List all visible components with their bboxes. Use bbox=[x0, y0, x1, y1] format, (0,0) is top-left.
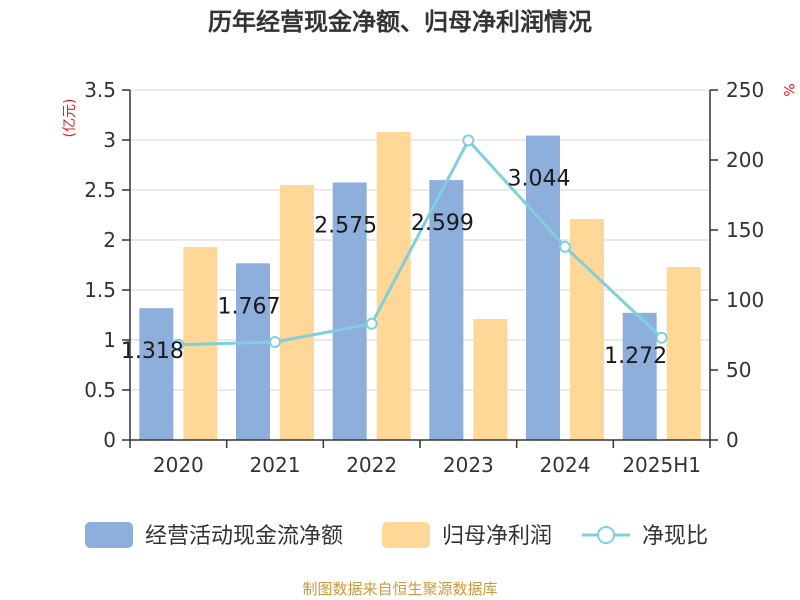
x-tick-label: 2023 bbox=[443, 453, 494, 477]
legend-marker-ratio bbox=[597, 526, 615, 544]
grid-lines bbox=[130, 89, 710, 391]
x-tick-label: 2021 bbox=[250, 453, 301, 477]
bar-cashflow bbox=[139, 308, 174, 440]
chart-title: 历年经营现金净额、归母净利润情况 bbox=[208, 8, 592, 36]
legend-label-cashflow: 经营活动现金流净额 bbox=[145, 524, 343, 549]
bar-cashflow bbox=[236, 263, 270, 440]
ratio-point bbox=[655, 331, 668, 344]
bar-cashflow bbox=[429, 180, 464, 440]
ratio-point bbox=[559, 240, 571, 253]
x-tick-label: 2024 bbox=[540, 453, 591, 477]
y-left-tick-label: 2.5 bbox=[84, 178, 116, 202]
data-label: 2.599 bbox=[411, 211, 474, 236]
y-right-tick-label: 250 bbox=[726, 78, 764, 102]
y-right-axis-label: % bbox=[780, 83, 796, 96]
data-label: 1.272 bbox=[604, 344, 667, 369]
footer-source: 制图数据来自恒生聚源数据库 bbox=[302, 580, 497, 598]
ratio-point bbox=[269, 336, 281, 348]
y-right-tick-label: 200 bbox=[726, 148, 764, 172]
legend-label-ratio: 净现比 bbox=[642, 524, 708, 549]
y-right-tick-label: 100 bbox=[726, 288, 764, 312]
y-left-tick-label: 0 bbox=[103, 428, 116, 452]
x-tick-label: 2025H1 bbox=[622, 453, 701, 477]
x-tick-label: 2022 bbox=[346, 453, 397, 477]
ratio-point bbox=[365, 317, 378, 330]
axes: 0 0.5 1 1.5 2 2.5 3 3.5 0 50 100 150 200 250 2020 2021 2… bbox=[84, 78, 764, 477]
bars-layer bbox=[139, 132, 701, 440]
y-left-tick-label: 3 bbox=[103, 128, 116, 152]
y-left-tick-label: 2 bbox=[103, 228, 116, 252]
data-label: 1.767 bbox=[218, 294, 281, 319]
bar-cashflow bbox=[622, 312, 657, 440]
bar-net-profit bbox=[376, 132, 411, 440]
ratio-line bbox=[178, 137, 663, 347]
bar-cashflow bbox=[332, 182, 367, 440]
y-left-tick-label: 3.5 bbox=[84, 78, 116, 102]
y-left-tick-label: 0.5 bbox=[84, 378, 116, 402]
y-left-tick-label: 1 bbox=[103, 328, 116, 352]
legend-label-net-profit: 归母净利润 bbox=[442, 524, 552, 549]
bar-net-profit bbox=[280, 185, 314, 440]
ratio-point bbox=[172, 338, 185, 351]
bar-cashflow bbox=[526, 135, 560, 440]
ratio-point bbox=[462, 134, 475, 147]
data-label: 1.318 bbox=[121, 339, 184, 364]
bar-net-profit bbox=[570, 219, 604, 440]
y-right-tick-label: 50 bbox=[726, 358, 751, 382]
ratio-line-layer bbox=[172, 134, 668, 351]
bar-net-profit bbox=[473, 319, 508, 440]
legend-swatch-net-profit bbox=[382, 522, 430, 548]
legend-swatch-cashflow bbox=[85, 522, 133, 548]
data-labels: 1.318 1.767 2.575 2.599 3.044 1.272 bbox=[121, 167, 667, 369]
data-label: 2.575 bbox=[314, 214, 377, 239]
y-right-tick-label: 150 bbox=[726, 218, 764, 242]
y-left-tick-label: 1.5 bbox=[84, 278, 116, 302]
y-right-tick-label: 0 bbox=[726, 428, 739, 452]
y-left-axis-label: (亿元) bbox=[62, 99, 78, 138]
x-tick-label: 2020 bbox=[153, 453, 204, 477]
bar-net-profit bbox=[666, 267, 701, 440]
legend: 经营活动现金流净额 归母净利润 净现比 bbox=[85, 522, 708, 549]
data-label: 3.044 bbox=[508, 167, 571, 192]
